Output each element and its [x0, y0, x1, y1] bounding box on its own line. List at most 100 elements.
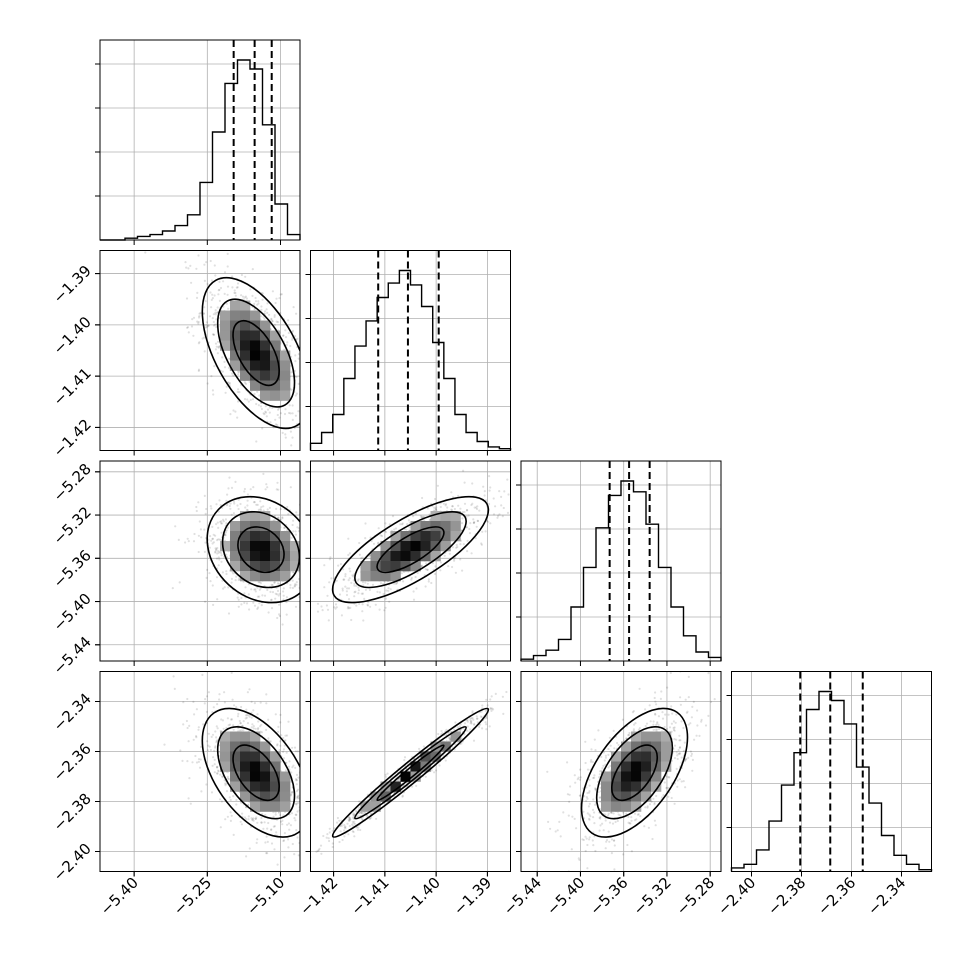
- scatter-point: [240, 596, 243, 600]
- scatter-point: [489, 522, 492, 525]
- scatter-point: [360, 557, 363, 560]
- scatter-point: [435, 769, 438, 772]
- scatter-point: [212, 756, 215, 759]
- scatter-point: [283, 856, 286, 859]
- scatter-point: [226, 265, 229, 268]
- scatter-point: [459, 507, 462, 510]
- scatter-point: [249, 488, 252, 491]
- scatter-panel-1-4: −2.40−2.38−2.36−2.34−5.40 −5.25 −5.10: [50, 671, 320, 919]
- scatter-point: [460, 742, 463, 745]
- scatter-point: [351, 823, 354, 826]
- density-cell: [250, 781, 261, 792]
- scatter-point: [279, 744, 282, 747]
- scatter-point: [232, 728, 235, 731]
- scatter-point: [212, 393, 215, 396]
- scatter-point: [363, 811, 367, 814]
- scatter-point: [247, 400, 250, 403]
- scatter-point: [287, 607, 289, 609]
- scatter-point: [237, 373, 240, 376]
- scatter-point: [289, 641, 291, 643]
- scatter-point: [282, 348, 285, 351]
- scatter-point: [315, 564, 317, 566]
- scatter-point: [346, 587, 349, 590]
- scatter-point: [197, 534, 200, 537]
- scatter-point: [322, 834, 325, 838]
- scatter-point: [205, 710, 208, 714]
- density-cell: [220, 751, 231, 762]
- scatter-point: [263, 594, 267, 597]
- scatter-point: [226, 717, 229, 720]
- scatter-point: [215, 557, 219, 560]
- scatter-point: [197, 501, 200, 504]
- scatter-point: [485, 698, 488, 701]
- scatter-point: [231, 286, 234, 289]
- scatter-point: [228, 383, 231, 386]
- scatter-point: [240, 729, 243, 732]
- scatter-point: [247, 815, 250, 818]
- scatter-point: [214, 313, 217, 316]
- scatter-point: [260, 821, 263, 824]
- scatter-point: [222, 518, 225, 521]
- scatter-point: [260, 816, 263, 820]
- scatter-point: [254, 817, 257, 820]
- scatter-point: [448, 552, 451, 555]
- scatter-point: [503, 490, 506, 493]
- scatter-point: [229, 811, 232, 814]
- scatter-point: [274, 301, 277, 305]
- density-cell: [220, 330, 231, 341]
- scatter-point: [214, 323, 217, 326]
- density-cell: [290, 561, 300, 572]
- scatter-point: [290, 791, 293, 794]
- scatter-point: [213, 763, 216, 766]
- scatter-point: [297, 854, 300, 857]
- density-cell: [240, 310, 251, 321]
- scatter-point: [488, 502, 491, 506]
- scatter-point: [211, 584, 214, 587]
- scatter-point: [353, 820, 356, 823]
- scatter-point: [235, 798, 238, 802]
- scatter-point: [302, 821, 304, 823]
- histogram-panel-3: [516, 460, 722, 666]
- scatter-point: [430, 581, 433, 585]
- scatter-point: [320, 605, 323, 608]
- scatter-point: [205, 321, 208, 324]
- scatter-point: [254, 588, 257, 591]
- scatter-point: [358, 811, 361, 814]
- scatter-point: [405, 528, 408, 531]
- scatter-point: [296, 750, 299, 753]
- scatter-point: [214, 547, 217, 550]
- panel-frame: [310, 671, 511, 872]
- scatter-point: [285, 751, 288, 754]
- scatter-point: [288, 404, 291, 407]
- scatter-point: [318, 785, 320, 787]
- scatter-point: [253, 702, 256, 705]
- scatter-point: [295, 813, 298, 817]
- scatter-point: [230, 814, 233, 817]
- scatter-point: [217, 556, 220, 559]
- scatter-point: [205, 576, 208, 580]
- scatter-point: [202, 723, 205, 726]
- scatter-point: [378, 608, 381, 611]
- scatter-point: [360, 811, 363, 814]
- scatter-point: [291, 404, 294, 407]
- scatter-point: [195, 708, 198, 711]
- scatter-point: [261, 812, 264, 816]
- scatter-point: [250, 711, 253, 714]
- scatter-point: [357, 826, 360, 829]
- scatter-point: [214, 309, 217, 312]
- scatter-point: [188, 724, 191, 728]
- scatter-point: [368, 795, 371, 799]
- density-cell: [220, 340, 231, 351]
- scatter-point: [259, 509, 263, 512]
- scatter-point: [295, 779, 298, 782]
- scatter-point: [266, 486, 269, 489]
- scatter-point: [207, 324, 210, 327]
- scatter-point: [507, 493, 510, 496]
- scatter-point: [287, 720, 290, 723]
- scatter-point: [442, 502, 445, 505]
- scatter-point: [273, 848, 276, 851]
- scatter-point: [353, 584, 356, 587]
- scatter-point: [451, 505, 454, 508]
- scatter-point: [335, 606, 338, 609]
- scatter-point: [276, 616, 279, 620]
